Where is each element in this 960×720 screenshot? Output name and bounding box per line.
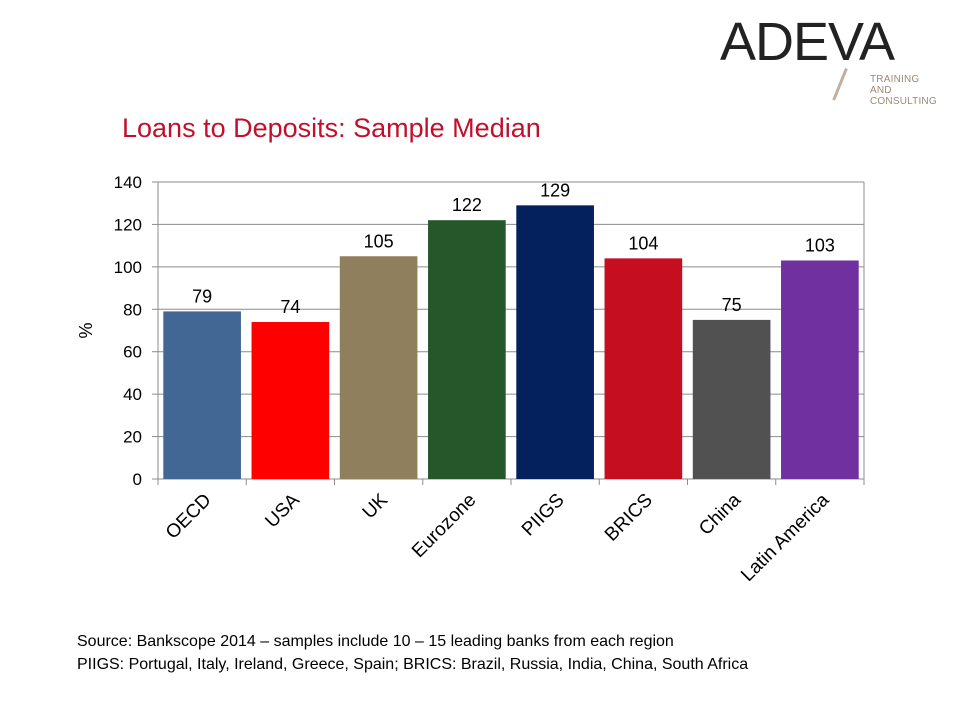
logo-tagline-line2: CONSULTING	[870, 96, 937, 107]
adeva-logo: ADEVA TRAINING AND CONSULTING	[718, 12, 940, 107]
x-tick-label: UK	[359, 489, 393, 523]
data-label: 75	[722, 295, 742, 315]
y-tick-label: 40	[123, 385, 142, 404]
x-tick-label: PIIGS	[518, 490, 569, 541]
data-label: 105	[364, 231, 394, 251]
data-label: 122	[452, 195, 482, 215]
bar	[428, 220, 506, 479]
data-label: 129	[540, 180, 570, 200]
bar	[251, 322, 330, 479]
y-tick-label: 60	[123, 343, 142, 362]
x-tick-label: Eurozone	[408, 490, 480, 562]
source-note: Source: Bankscope 2014 – samples include…	[77, 630, 912, 676]
source-note-line2: PIIGS: Portugal, Italy, Ireland, Greece,…	[77, 656, 749, 673]
x-tick-label: OECD	[162, 490, 216, 544]
y-tick-label: 120	[114, 215, 142, 234]
bar	[339, 256, 418, 479]
y-axis-label: %	[76, 322, 96, 338]
bar	[781, 260, 859, 479]
logo-tagline: TRAINING AND CONSULTING	[870, 74, 940, 107]
y-tick-label: 140	[114, 173, 142, 192]
y-tick-label: 0	[133, 470, 142, 489]
y-tick-label: 80	[123, 300, 142, 319]
x-tick-label: Latin America	[737, 489, 834, 586]
x-tick-label: BRICS	[601, 490, 657, 546]
logo-wordmark: ADEVA	[720, 12, 895, 72]
y-tick-label: 20	[123, 428, 142, 447]
x-tick-label: China	[695, 489, 745, 539]
y-tick-label: 100	[114, 258, 142, 277]
bar	[692, 319, 771, 479]
logo-tagline-line1: TRAINING AND	[870, 74, 920, 96]
data-label: 74	[280, 297, 300, 317]
bar	[516, 205, 594, 480]
data-label: 104	[628, 233, 658, 253]
bar-chart: 0 20 40 60 80 100 120 140% 79 OECD 74 USA 105 UK 122 Eu…	[76, 173, 865, 586]
chart-title: Loans to Deposits: Sample Median	[122, 113, 541, 143]
data-label: 103	[805, 235, 835, 255]
x-tick-label: USA	[261, 489, 304, 532]
bar	[604, 258, 683, 479]
data-label: 79	[192, 286, 212, 306]
bar	[163, 311, 241, 479]
source-note-line1: Source: Bankscope 2014 – samples include…	[77, 633, 674, 650]
